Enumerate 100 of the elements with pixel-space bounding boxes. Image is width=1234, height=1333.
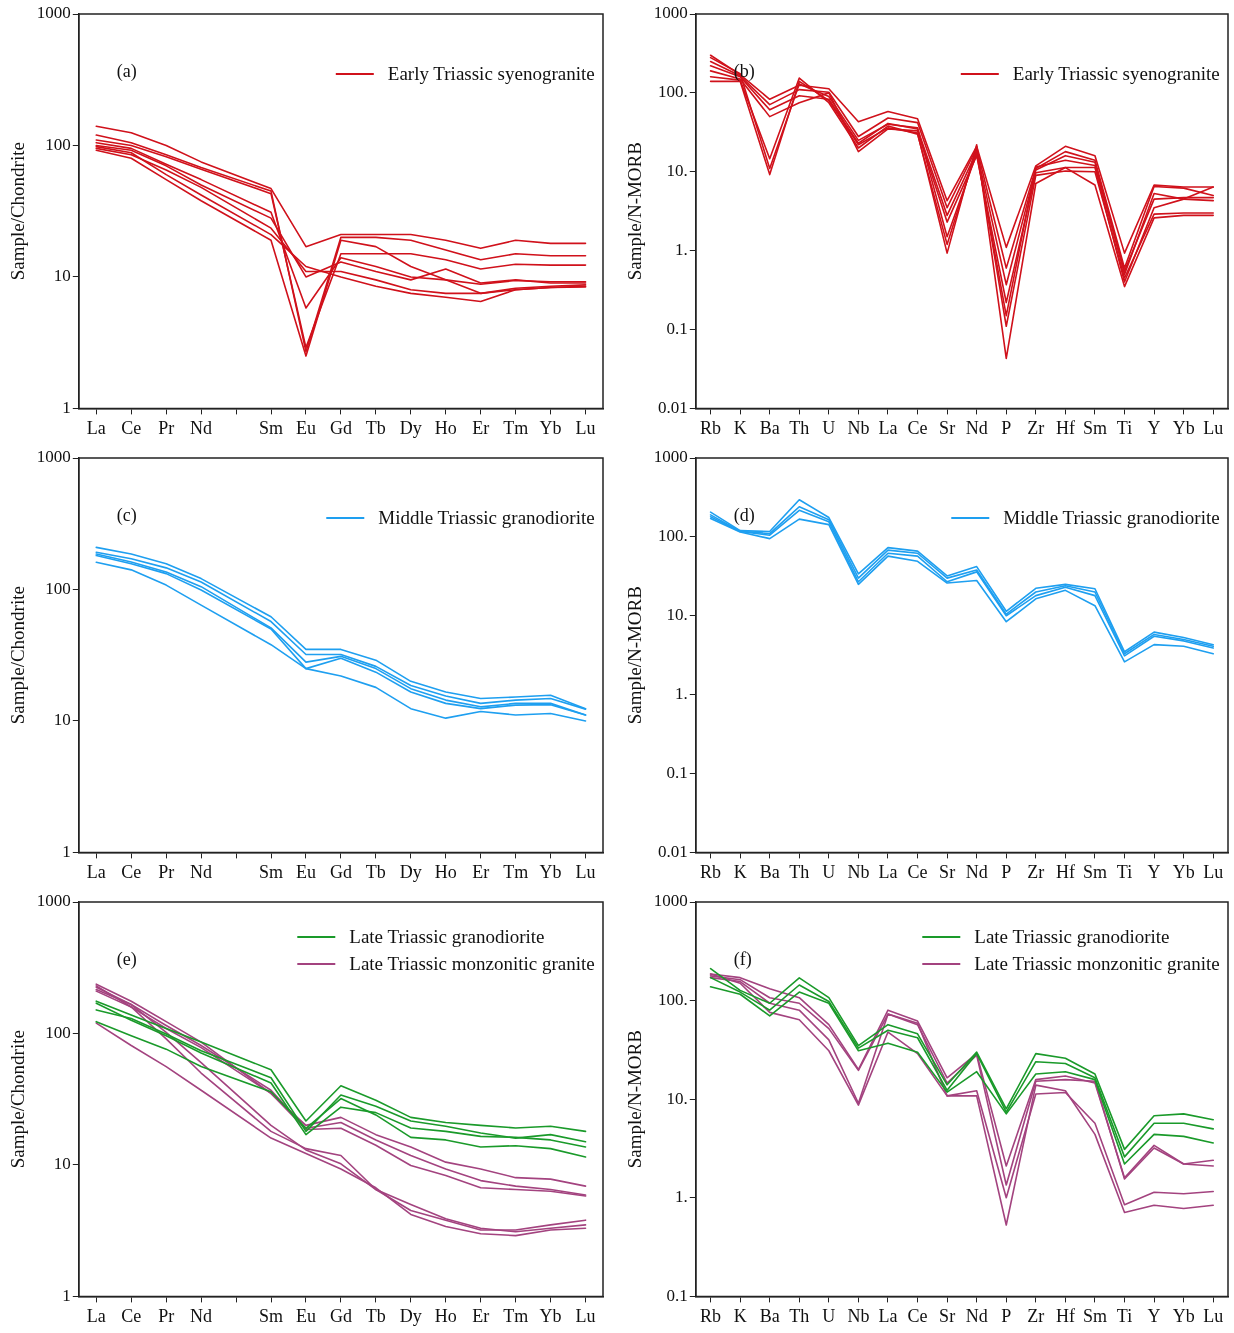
x-tick-label: Zr [1027,861,1045,882]
y-tick-label: 100. [658,990,688,1010]
x-tick-label: La [86,861,106,882]
x-tick-label: Ce [907,417,928,438]
y-tick-label: 100 [45,134,71,154]
x-tick-label: Pr [158,417,175,438]
y-tick-label: 10. [666,161,688,181]
annotation: (b) [733,60,755,82]
y-tick-label: 10 [53,710,71,730]
y-tick-label: 1000 [653,3,688,23]
x-tick-label: Ce [121,417,142,438]
x-tick-label: Nd [190,861,213,882]
x-tick-label: Lu [1203,1305,1224,1326]
x-tick-label: Nb [847,861,870,882]
legend-label: Middle Triassic granodiorite [378,506,595,528]
x-tick-label: Sm [1082,861,1107,882]
y-tick-label: 1000 [653,447,688,467]
x-tick-label: Sr [939,861,956,882]
x-tick-label: Eu [295,861,316,882]
x-tick-label: Dy [399,861,422,882]
y-axis-title: Sample/N-MORB [624,1030,646,1169]
x-tick-label: Zr [1027,1305,1045,1326]
x-tick-label: Tb [365,861,386,882]
x-tick-label: Yb [1172,417,1195,438]
y-tick-label: 1000 [653,891,688,911]
y-axis-title: Sample/N-MORB [624,586,646,725]
x-tick-label: Sm [259,1305,284,1326]
x-tick-label: Rb [700,417,722,438]
x-tick-label: Lu [1203,861,1224,882]
y-tick-label: 1 [62,397,71,417]
x-tick-label: Rb [700,1305,722,1326]
x-tick-label: La [86,1305,106,1326]
x-tick-label: Zr [1027,417,1045,438]
legend-label: Late Triassic granodiorite [349,925,545,947]
y-axis-title: Sample/Chondrite [7,586,29,725]
x-tick-label: Ti [1116,417,1133,438]
y-tick-label: 1 [62,841,71,861]
y-tick-label: 1000 [36,891,71,911]
y-tick-label: 1 [62,1285,71,1305]
x-tick-label: Lu [575,1305,596,1326]
x-tick-label: Y [1147,417,1161,438]
x-tick-label: Nd [190,417,213,438]
x-tick-label: Nb [847,1305,870,1326]
x-tick-label: Y [1147,1305,1161,1326]
x-tick-label: Ba [759,417,780,438]
y-tick-label: 1. [675,1187,688,1207]
y-tick-label: 100. [658,82,688,102]
x-tick-label: Yb [539,417,562,438]
y-tick-label: 100 [45,1022,71,1042]
y-tick-label: 10. [666,605,688,625]
x-tick-label: La [878,1305,898,1326]
x-tick-label: Tm [503,1305,529,1326]
x-tick-label: Tb [365,1305,386,1326]
x-tick-label: Eu [295,417,316,438]
y-tick-label: 0.1 [666,318,688,338]
x-tick-label: U [822,417,836,438]
annotation: (d) [733,504,755,526]
y-axis-title: Sample/Chondrite [7,1030,29,1169]
x-tick-label: Eu [295,1305,316,1326]
y-tick-label: 10 [53,1154,71,1174]
y-tick-label: 0.01 [658,841,688,861]
x-tick-label: Gd [329,861,352,882]
x-tick-label: Sm [259,417,284,438]
x-tick-label: Ba [759,861,780,882]
x-tick-label: Tm [503,417,529,438]
x-tick-label: Sm [259,861,284,882]
x-tick-label: Nb [847,417,870,438]
y-tick-label: 1. [675,684,688,704]
x-tick-label: Dy [399,1305,422,1326]
annotation: (e) [116,948,137,970]
x-tick-label: Yb [1172,1305,1195,1326]
x-tick-label: Yb [539,861,562,882]
x-tick-label: Er [472,861,490,882]
x-tick-label: Gd [329,1305,352,1326]
annotation: (a) [116,60,137,82]
x-tick-label: Nd [965,1305,988,1326]
x-tick-label: K [733,417,747,438]
x-tick-label: Ce [907,861,928,882]
x-tick-label: Nd [965,417,988,438]
y-tick-label: 1. [675,240,688,260]
legend-label: Late Triassic monzonitic granite [349,952,595,974]
x-tick-label: Ho [434,1305,457,1326]
x-tick-label: Sr [939,417,956,438]
x-tick-label: Er [472,1305,490,1326]
x-tick-label: Lu [575,417,596,438]
x-tick-label: Hf [1055,1305,1075,1326]
x-tick-label: Pr [158,861,175,882]
x-tick-label: Y [1147,861,1161,882]
x-tick-label: Ba [759,1305,780,1326]
x-tick-label: P [1001,417,1012,438]
x-tick-label: Th [789,417,810,438]
x-tick-label: Ti [1116,1305,1133,1326]
x-tick-label: K [733,1305,747,1326]
x-tick-label: Th [789,861,810,882]
x-tick-label: Ho [434,417,457,438]
x-tick-label: Er [472,417,490,438]
x-tick-label: Nd [190,1305,213,1326]
y-axis-title: Sample/N-MORB [624,142,646,281]
x-tick-label: Hf [1055,861,1075,882]
y-tick-label: 100. [658,526,688,546]
